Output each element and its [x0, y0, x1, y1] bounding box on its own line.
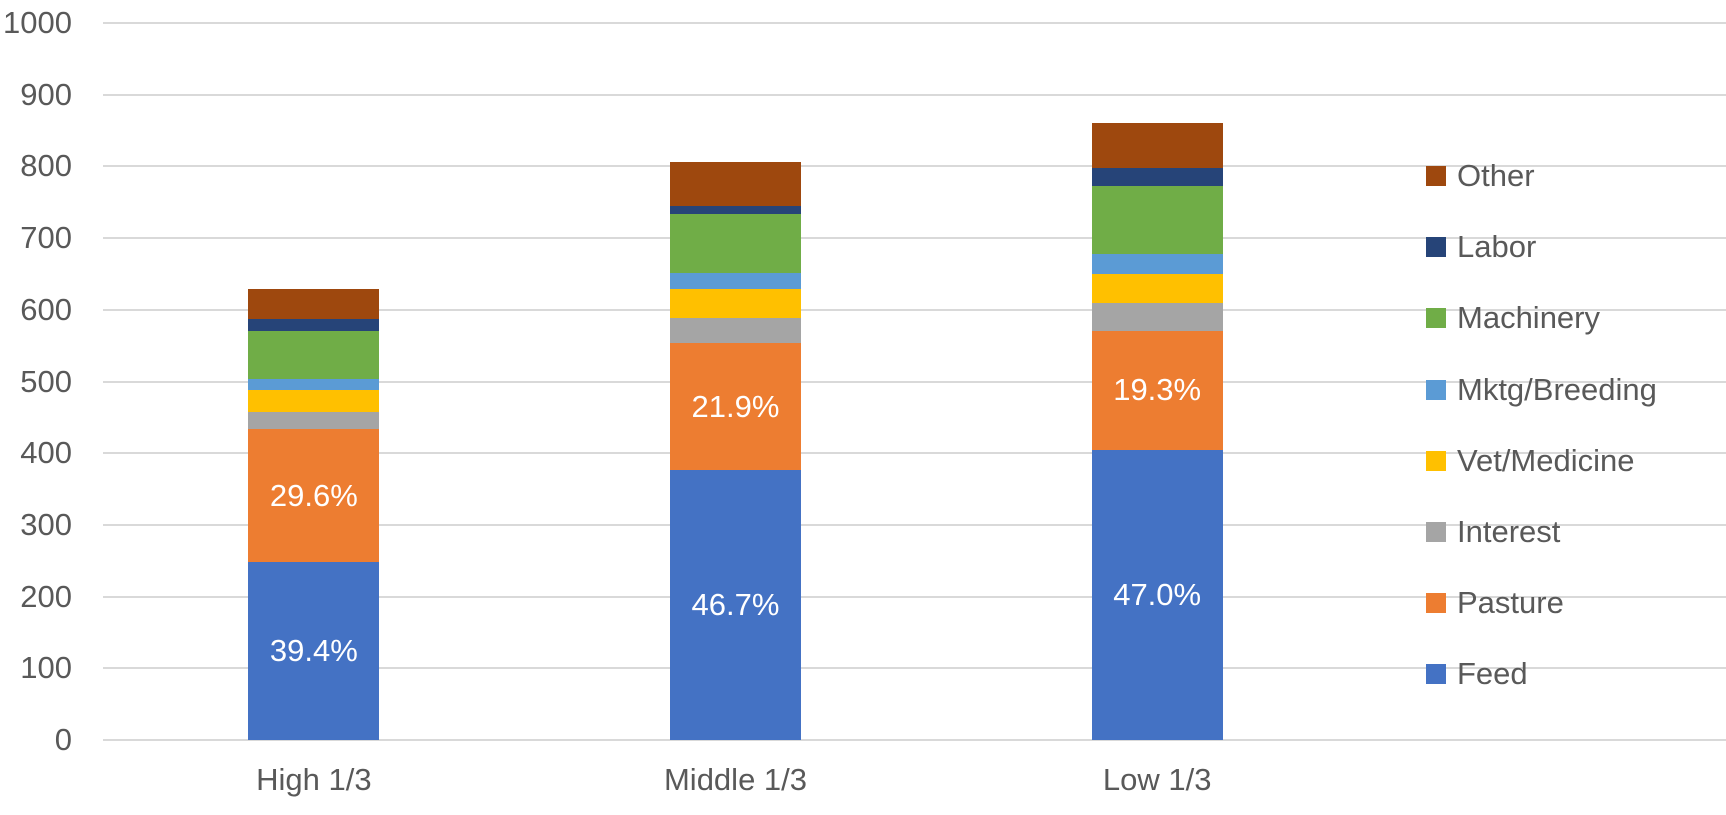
bar-segment-machinery-1[interactable] [248, 330, 380, 380]
legend-swatch-icon [1426, 450, 1446, 471]
legend-swatch-icon [1426, 664, 1446, 685]
bar-segment-mktg-breeding-1[interactable] [248, 379, 380, 391]
y-tick-label: 0 [54, 722, 72, 757]
bar-segment-other-2[interactable] [670, 162, 801, 206]
y-tick-label: 100 [20, 650, 72, 686]
category-label-middle-1-3: Middle 1/3 [663, 762, 808, 797]
data-label-feed-3: 47.0% [1113, 576, 1202, 612]
y-tick-label: 400 [20, 435, 72, 471]
legend-item-labor[interactable]: Labor [1426, 229, 1536, 265]
bar-segment-other-1[interactable] [248, 289, 380, 320]
gridline-1000 [103, 22, 1726, 24]
gridline-900 [103, 93, 1726, 96]
gridline-700 [103, 237, 1726, 240]
bar-segment-feed-3[interactable] [1091, 449, 1223, 740]
legend-label: Interest [1457, 514, 1561, 549]
legend-item-other[interactable]: Other [1426, 158, 1535, 194]
bar-segment-feed-2[interactable] [670, 470, 801, 740]
gridline-600 [103, 308, 1726, 311]
data-label-pasture-1: 29.6% [269, 477, 358, 513]
legend-item-interest[interactable]: Interest [1426, 514, 1560, 550]
legend-swatch-icon [1426, 593, 1446, 614]
bar-segment-feed-1[interactable] [248, 562, 380, 740]
legend-item-vet-medicine[interactable]: Vet/Medicine [1426, 443, 1635, 479]
y-tick-label: 900 [20, 76, 72, 112]
legend-label: Pasture [1457, 585, 1564, 621]
gridline-500 [103, 380, 1726, 383]
bar-segment-pasture-3[interactable] [1091, 330, 1223, 450]
bar-segment-labor-3[interactable] [1091, 167, 1223, 187]
bar-segment-pasture-2[interactable] [670, 343, 801, 471]
bar-segment-mktg-breeding-2[interactable] [670, 272, 801, 289]
gridline-100 [103, 667, 1726, 670]
legend-label: Machinery [1457, 300, 1600, 336]
bar-segment-interest-3[interactable] [1091, 302, 1223, 331]
bar-segment-labor-2[interactable] [670, 205, 801, 214]
bar-segment-machinery-3[interactable] [1091, 186, 1223, 254]
gridline-400 [103, 452, 1726, 455]
bar-segment-labor-1[interactable] [248, 319, 380, 331]
y-tick-label: 1000 [3, 5, 72, 40]
y-tick-label: 300 [20, 506, 72, 542]
legend-swatch-icon [1426, 308, 1446, 329]
bar-segment-interest-1[interactable] [248, 412, 380, 429]
y-tick-label: 200 [20, 578, 72, 614]
gridline-200 [103, 595, 1726, 598]
category-label-high-1-3: High 1/3 [256, 762, 372, 797]
y-tick-label: 700 [20, 220, 72, 256]
data-label-feed-1: 39.4% [269, 633, 358, 669]
legend-item-machinery[interactable]: Machinery [1426, 300, 1600, 336]
legend-label: Feed [1457, 656, 1528, 692]
bar-segment-vet-medicine-2[interactable] [670, 289, 801, 318]
data-label-pasture-2: 21.9% [691, 388, 780, 424]
bar-segment-other-3[interactable] [1091, 123, 1223, 168]
legend-swatch-icon [1426, 237, 1446, 258]
gridline-800 [103, 165, 1726, 168]
legend-label: Other [1457, 158, 1535, 193]
y-tick-label: 800 [20, 148, 72, 184]
data-label-pasture-3: 19.3% [1113, 372, 1202, 408]
data-label-feed-2: 46.7% [691, 587, 780, 623]
bar-segment-interest-2[interactable] [670, 317, 801, 344]
category-label-low-1-3: Low 1/3 [1102, 762, 1212, 797]
bar-segment-machinery-2[interactable] [670, 213, 801, 273]
legend-label: Labor [1457, 229, 1537, 265]
legend-item-mktg-breeding[interactable]: Mktg/Breeding [1426, 372, 1657, 408]
legend-label: Mktg/Breeding [1457, 371, 1657, 407]
bar-segment-vet-medicine-1[interactable] [248, 390, 380, 413]
gridline-300 [103, 523, 1726, 526]
y-tick-label: 600 [20, 291, 72, 327]
legend-swatch-icon [1426, 522, 1446, 542]
legend-swatch-icon [1426, 379, 1446, 400]
y-tick-label: 500 [20, 363, 72, 399]
gridline-0 [103, 739, 1726, 741]
legend-item-feed[interactable]: Feed [1426, 656, 1528, 692]
bar-segment-mktg-breeding-3[interactable] [1091, 253, 1223, 274]
bar-segment-vet-medicine-3[interactable] [1091, 273, 1223, 303]
legend-label: Vet/Medicine [1457, 442, 1635, 478]
legend-swatch-icon [1426, 166, 1446, 186]
bar-segment-pasture-1[interactable] [248, 428, 380, 563]
legend-item-pasture[interactable]: Pasture [1426, 585, 1564, 621]
